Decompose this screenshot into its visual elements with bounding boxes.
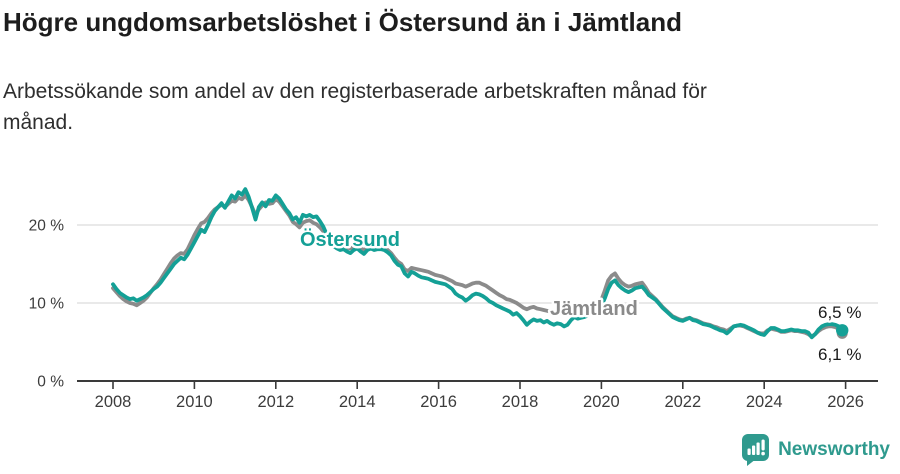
chart-subtitle-line2: månad. [3, 111, 74, 134]
x-tick-label: 2008 [95, 393, 132, 411]
x-tick-label: 2018 [502, 393, 539, 411]
series-label-jamtland: Jämtland [550, 298, 638, 320]
x-tick-label: 2016 [420, 393, 457, 411]
x-tick-label: 2026 [827, 393, 864, 411]
chart-subtitle-line1: Arbetssökande som andel av den registerb… [3, 80, 707, 103]
y-tick-label: 20 % [29, 218, 65, 235]
end-value-label-jamtland: 6,1 % [818, 345, 861, 364]
x-tick-label: 2010 [176, 393, 213, 411]
chart-plot-area: 2008 2010 2012 2014 2016 2018 2020 2022 2024 2026… [29, 187, 878, 411]
series-line-jämtland [111, 193, 845, 339]
end-value-label-ostersund: 6,5 % [818, 303, 861, 322]
y-tick-label: 0 % [37, 374, 64, 391]
x-tick-label: 2012 [257, 393, 294, 411]
newsworthy-logo[interactable]: Newsworthy [741, 433, 890, 466]
x-tick-label: 2022 [664, 393, 701, 411]
x-tick-label: 2024 [746, 393, 783, 411]
newsworthy-logo-icon [742, 434, 770, 466]
chart-title: Högre ungdomsarbetslöshet i Östersund än… [3, 7, 683, 37]
series-line-östersund [111, 187, 845, 340]
x-tick-label: 2020 [583, 393, 620, 411]
y-tick-label: 10 % [29, 296, 65, 313]
newsworthy-logo-text: Newsworthy [778, 438, 890, 460]
x-tick-label: 2014 [339, 393, 376, 411]
series-label-ostersund: Östersund [300, 228, 400, 251]
chart-subtitle: Arbetssökande som andel av den registerb… [3, 76, 863, 138]
end-dot-östersund [836, 324, 849, 337]
